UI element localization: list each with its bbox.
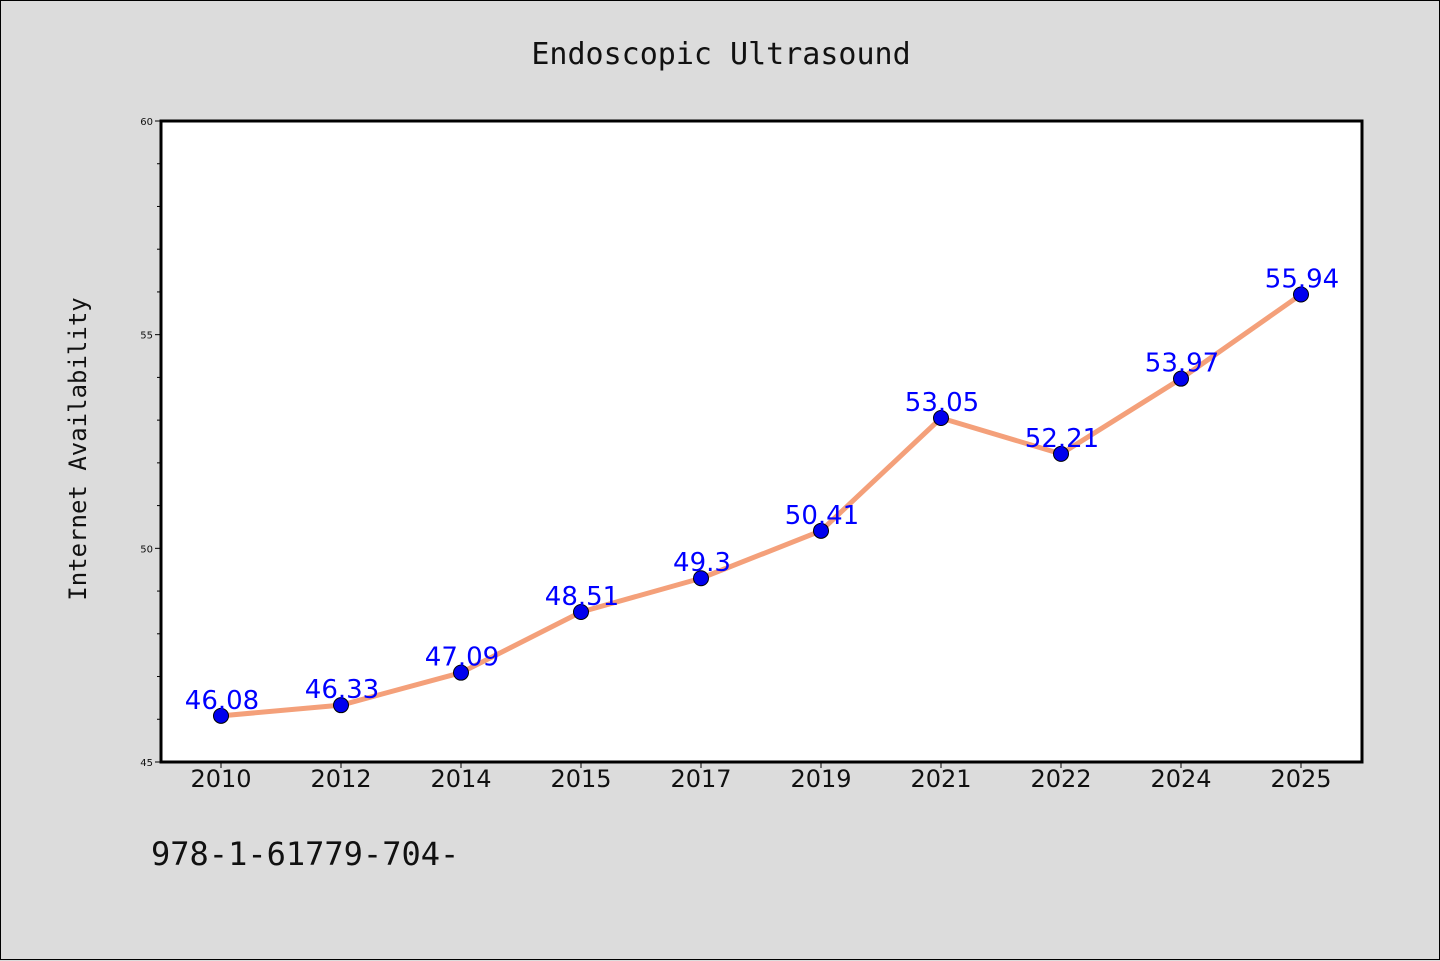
x-tick-label: 2019 — [790, 765, 851, 793]
x-tick-label: 2021 — [910, 765, 971, 793]
y-tick-label: 45 — [140, 758, 153, 769]
x-tick-label: 2025 — [1270, 765, 1331, 793]
series-line — [218, 291, 1304, 719]
data-point — [1173, 370, 1189, 387]
x-tick-label: 2010 — [190, 765, 251, 793]
x-tick-label: 2014 — [430, 765, 491, 793]
data-label: 47.09 — [425, 643, 499, 673]
data-label: 53.97 — [1145, 349, 1219, 379]
y-axis-label: Internet Availability — [64, 297, 92, 600]
x-tick-label: 2024 — [1150, 765, 1211, 793]
plot-area — [159, 119, 1364, 764]
x-axis: 2010 2012 2014 2015 2017 2019 2021 2022 2024 2025 — [190, 762, 1332, 793]
data-point — [333, 697, 349, 714]
x-tick-label: 2015 — [550, 765, 611, 793]
data-label: 55.94 — [1265, 264, 1339, 294]
y-tick-label: 55 — [140, 331, 153, 342]
x-tick-label: 2022 — [1030, 765, 1091, 793]
y-axis: 45 50 55 60 — [140, 117, 161, 769]
data-label: 46.08 — [185, 686, 259, 716]
series-points — [213, 286, 1309, 724]
series-path — [218, 291, 1304, 719]
data-label: 46.33 — [305, 675, 379, 705]
x-tick-label: 2017 — [670, 765, 731, 793]
data-point — [933, 409, 949, 426]
data-label: 49.3 — [673, 548, 731, 578]
data-point — [693, 570, 709, 587]
y-tick-label: 60 — [140, 117, 153, 128]
footer-text: 978-1-61779-704- — [151, 835, 459, 873]
x-tick-label: 2012 — [310, 765, 371, 793]
data-label: 50.41 — [785, 501, 859, 531]
data-point — [1293, 286, 1309, 303]
chart-title: Endoscopic Ultrasound — [531, 37, 910, 72]
data-point — [573, 604, 589, 621]
data-point — [453, 664, 469, 681]
data-labels: 46.08 46.33 47.09 48.51 49.3 50.41 53.05 52.21 5… — [185, 264, 1339, 715]
data-point — [813, 522, 829, 539]
data-label: 48.51 — [545, 582, 619, 612]
y-tick-label: 50 — [140, 544, 153, 555]
data-label: 52.21 — [1025, 424, 1099, 454]
data-label: 53.05 — [905, 388, 979, 418]
data-point — [213, 707, 229, 724]
data-point — [1053, 445, 1069, 462]
